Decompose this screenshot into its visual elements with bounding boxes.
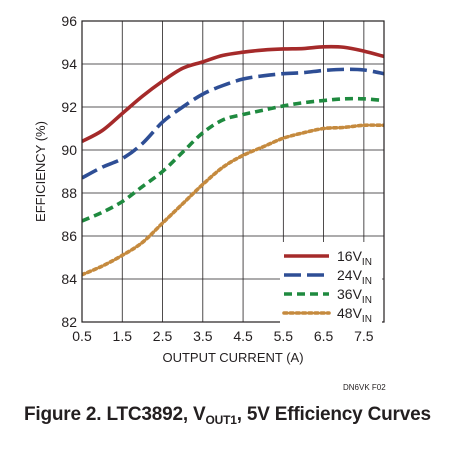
x-tick-labels: 0.5 1.5 2.5 3.5 4.5 5.5 6.5 7.5 [72,328,374,344]
efficiency-chart: 0.5 1.5 2.5 3.5 4.5 5.5 6.5 7.5 82 84 86 88 90 92 94 9… [33,13,385,365]
caption-suffix: , 5V Efficiency Curves [236,404,431,425]
figure-caption: Figure 2. LTC3892, VOUT1, 5V Efficiency … [24,404,431,427]
y-tick-label: 84 [61,271,77,287]
x-tick-label: 3.5 [193,328,213,344]
series-line-24v [82,67,384,180]
y-tick-label: 90 [61,142,77,158]
x-tick-label: 0.5 [72,328,92,344]
y-tick-labels: 82 84 86 88 90 92 94 96 [61,13,77,330]
y-axis-label: EFFICIENCY (%) [33,121,48,222]
legend-label-subscript: IN [362,295,372,306]
y-tick-label: 94 [61,56,77,72]
x-tick-label: 5.5 [274,328,294,344]
y-tick-label: 86 [61,228,77,244]
legend-label-subscript: IN [362,257,372,268]
legend-label-subscript: IN [362,276,372,287]
x-tick-label: 6.5 [314,328,334,344]
x-tick-label: 4.5 [233,328,253,344]
caption-prefix: Figure 2. LTC3892, V [24,404,206,425]
caption-subscript: OUT1 [205,413,237,427]
figure-code: DN6VK F02 [343,383,386,392]
x-tick-label: 2.5 [153,328,173,344]
plot-frame [81,20,385,323]
y-tick-label: 92 [61,99,77,115]
series-line-36v [82,96,384,223]
x-tick-label: 1.5 [113,328,133,344]
series-layer [82,44,384,277]
series-line-48v [82,123,384,277]
legend-label-subscript: IN [362,314,372,325]
y-tick-label: 96 [61,13,77,29]
y-tick-label: 88 [61,185,77,201]
y-tick-label: 82 [61,314,77,330]
x-axis-label: OUTPUT CURRENT (A) [162,350,303,365]
x-tick-label: 7.5 [354,328,374,344]
series-line-16v [82,44,384,144]
